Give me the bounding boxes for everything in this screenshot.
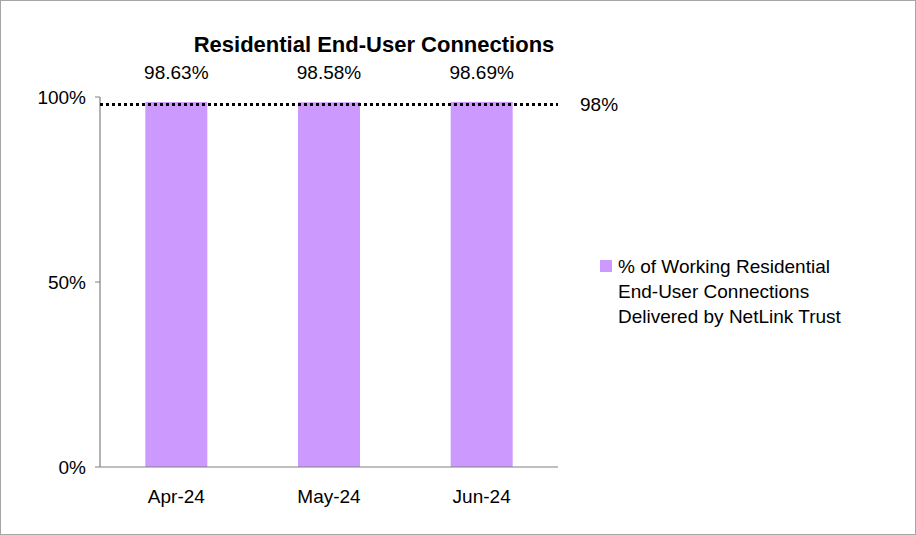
data-label: 98.58% — [297, 62, 362, 83]
y-tick — [95, 467, 100, 468]
y-tick-label: 0% — [59, 457, 87, 478]
bar — [145, 102, 207, 467]
legend-line: End-User Connections — [618, 281, 809, 302]
bar — [451, 102, 513, 467]
x-axis — [100, 466, 558, 467]
y-tick-label: 100% — [37, 87, 86, 108]
bar — [298, 102, 360, 467]
data-label: 98.69% — [449, 62, 514, 83]
legend-line: Delivered by NetLink Trust — [618, 306, 842, 327]
reference-label: 98% — [580, 94, 618, 115]
legend-line: % of Working Residential — [618, 256, 830, 277]
y-axis — [99, 97, 100, 467]
reference-line — [100, 103, 558, 106]
bars — [145, 102, 512, 467]
data-label: 98.63% — [144, 62, 209, 83]
y-tick — [95, 282, 100, 283]
legend-label: % of Working Residential End-User Connect… — [618, 256, 842, 327]
x-tick-label: Apr-24 — [148, 486, 205, 507]
chart-border — [1, 1, 916, 535]
chart: Residential End-User Connections 0% 50% 100… — [0, 0, 916, 535]
title: Residential End-User Connections — [194, 32, 555, 57]
x-tick-label: May-24 — [297, 486, 361, 507]
x-tick-label: Jun-24 — [453, 486, 512, 507]
legend-swatch — [600, 260, 612, 272]
y-tick — [95, 97, 100, 98]
y-tick-label: 50% — [48, 272, 86, 293]
